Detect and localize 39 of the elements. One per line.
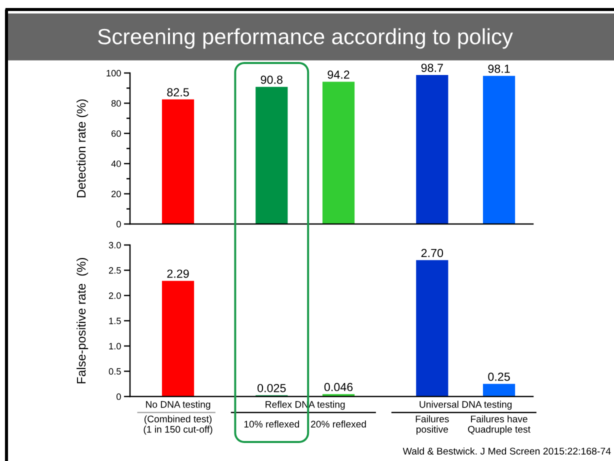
x-tick-label: (Combined test) (1 in 150 cut-off) [144, 415, 212, 435]
y-tick-label: 100 [106, 70, 121, 76]
bar [162, 99, 194, 224]
data-label: 90.8 [260, 76, 282, 84]
x-tick-label: Failures positive [416, 415, 449, 435]
y-tick-label: 0 [116, 393, 121, 400]
y-tick-label: 0 [116, 220, 121, 228]
data-label: 2.29 [167, 270, 189, 278]
data-label: 82.5 [167, 88, 189, 96]
y-tick-label: 0.5 [108, 368, 121, 375]
data-label: 98.7 [421, 64, 443, 72]
y-tick-label: 2.0 [108, 292, 121, 299]
text: Wald & Bestwick. J Med Screen 2015:22:168-74 [402, 447, 611, 455]
y-tick-label: 60 [112, 130, 121, 137]
x-tick-label: 20% reflexed [311, 420, 366, 428]
text: Universal DNA testing [420, 400, 512, 410]
y-axis-title: Detection rate (%) [76, 99, 88, 198]
data-label: 94.2 [328, 70, 350, 79]
data-label: 2.70 [421, 248, 444, 258]
bar [162, 280, 194, 396]
data-label: 0.046 [324, 382, 353, 392]
bar [322, 82, 355, 224]
y-tick-label: 20 [112, 190, 121, 198]
bar [482, 76, 516, 224]
data-label: 0.25 [488, 372, 510, 381]
y-tick-label: 3.0 [108, 242, 121, 248]
y-tick-label: 1.0 [109, 342, 121, 350]
bar [482, 384, 516, 396]
y-tick-label: 80 [111, 100, 121, 107]
chart-title: Screening performance according to policy [98, 28, 513, 49]
y-tick-label: 1.5 [109, 318, 121, 324]
y-tick-label: 2.5 [108, 267, 121, 274]
y-axis-title: False-positive rate (%) [76, 258, 88, 384]
x-tick-label: 10% reflexed [244, 420, 299, 428]
data-label: 0.025 [258, 384, 286, 392]
x-tick-label: Failures have Quadruple test [468, 415, 530, 435]
data-label: 98.1 [488, 64, 510, 73]
text: No DNA testing [146, 400, 210, 410]
y-tick-label: 40 [111, 160, 121, 168]
